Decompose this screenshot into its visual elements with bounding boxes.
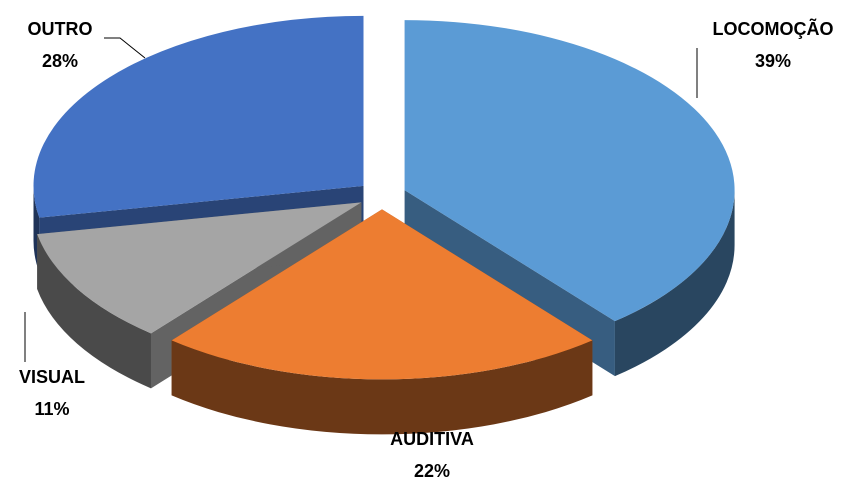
- value-label: 28%: [42, 51, 78, 71]
- value-label: 22%: [414, 461, 450, 481]
- slice-top: [37, 202, 362, 334]
- value-label: 39%: [755, 51, 791, 71]
- slice-wall: [614, 190, 735, 377]
- leader-line: [104, 37, 146, 59]
- category-label: LOCOMOÇÃO: [713, 18, 834, 39]
- value-label: 11%: [34, 399, 69, 419]
- slice-wall: [171, 340, 593, 435]
- pie: [33, 15, 735, 435]
- category-label: VISUAL: [19, 367, 85, 387]
- category-label: OUTRO: [28, 19, 93, 39]
- slice-top: [404, 20, 735, 322]
- slice-top: [171, 209, 593, 380]
- slice: [171, 209, 593, 435]
- slice-top: [33, 15, 364, 218]
- category-label: AUDITIVA: [390, 429, 474, 449]
- labels: LOCOMOÇÃO 39% AUDITIVA 22% VISUAL 11% OUTRO 28%: [19, 18, 834, 481]
- slice-wall: [37, 234, 151, 389]
